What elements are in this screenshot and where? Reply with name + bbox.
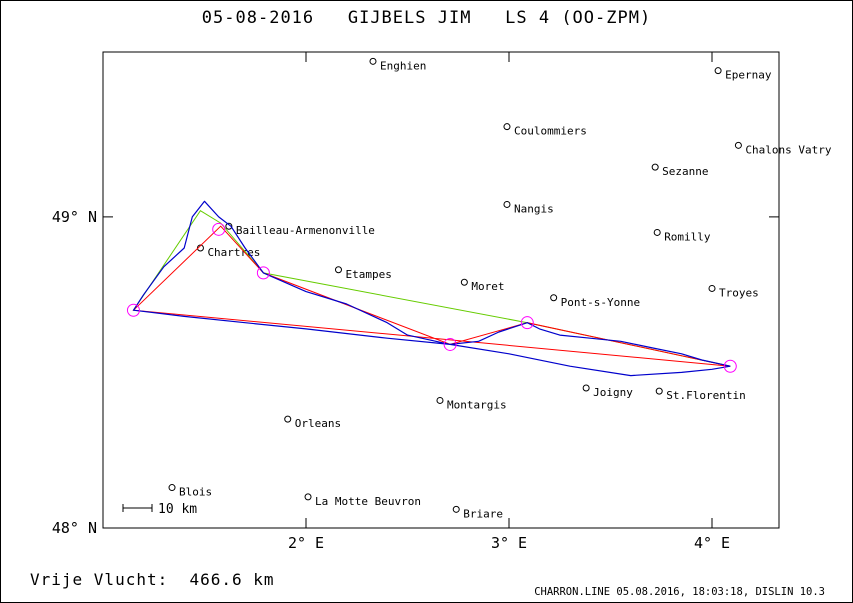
city-label: Joigny [593,386,633,399]
city-marker [284,415,292,423]
turnpoint-marker [256,266,270,280]
city-marker [708,284,716,292]
scale-label: 10 km [158,502,197,517]
gps-track [132,200,731,377]
city-label: Epernay [725,69,772,82]
city-marker [653,228,661,236]
turnpoint-marker [443,337,457,351]
city-marker [714,67,722,75]
city-label: Sezanne [662,165,708,178]
turnpoint-marker [126,303,140,317]
city-marker [503,200,511,208]
city-label: Romilly [664,230,711,243]
page-title: 05-08-2016 GIJBELS JIM LS 4 (OO-ZPM) [201,8,652,28]
city-label: St.Florentin [666,389,745,402]
city-label: Etampes [345,268,391,281]
city-marker [582,384,590,392]
turnpoint-marker [520,316,534,330]
city-label: Blois [179,486,212,499]
city-marker [655,387,663,395]
city-label: Orleans [295,417,341,430]
city-label: Moret [471,280,504,293]
distance-readout: Vrije Vlucht: 466.6 km [30,570,275,589]
city-label: Enghien [380,59,426,72]
city-marker [550,294,558,302]
city-label: Pont-s-Yonne [561,296,640,309]
city-marker [334,266,342,274]
city-marker [734,141,742,149]
city-label: Coulommiers [514,125,587,138]
plot-frame [102,51,780,529]
turnpoint-marker [212,222,226,236]
city-label: Nangis [514,202,554,215]
program-stamp: CHARRON.LINE 05.08.2016, 18:03:18, DISLI… [534,586,825,598]
city-label: La Motte Beuvron [315,495,421,508]
lon-tick-label: 3° E [491,534,527,552]
city-marker [369,57,377,65]
city-label: Bailleau-Armenonville [236,224,375,237]
lat-tick-label: 49° N [52,208,97,226]
lat-tick-label: 48° N [52,519,97,537]
city-marker [651,163,659,171]
city-marker [436,396,444,404]
city-marker [304,493,312,501]
city-label: Chalons Vatry [745,143,831,156]
city-marker [168,484,176,492]
city-label: Montargis [447,398,507,411]
lon-tick-label: 4° E [694,534,730,552]
city-marker [460,278,468,286]
city-marker [225,222,233,230]
lon-tick-label: 2° E [288,534,324,552]
city-marker [452,505,460,513]
turnpoint-marker [723,359,737,373]
scale-bar: 10 km [122,502,197,517]
city-label: Briare [463,507,503,520]
city-label: Troyes [719,286,759,299]
city-marker [503,123,511,131]
